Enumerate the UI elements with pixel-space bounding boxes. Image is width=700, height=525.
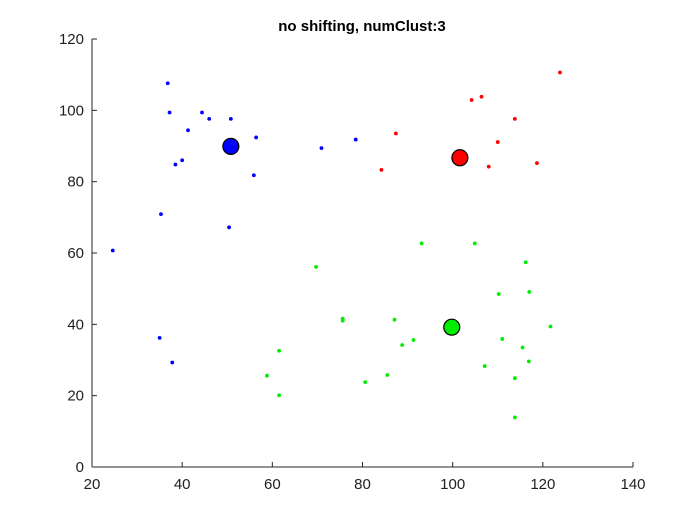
cluster-green-point [277, 393, 281, 398]
y-tick-label: 60 [67, 245, 84, 262]
cluster-blue-point [227, 225, 231, 230]
cluster-red-point [469, 98, 474, 102]
cluster-blue-point [228, 116, 233, 121]
centroid-green [443, 318, 461, 336]
x-tick-label: 140 [620, 476, 645, 493]
centroid-blue [222, 137, 240, 155]
y-tick-label: 0 [76, 459, 84, 476]
cluster-green-point [419, 241, 424, 246]
y-tick-label: 100 [59, 102, 84, 119]
cluster-green-point [340, 318, 345, 323]
cluster-red-point [512, 116, 517, 121]
cluster-blue-point [170, 360, 175, 365]
cluster-green-point [482, 364, 487, 368]
y-tick-label: 20 [67, 388, 84, 405]
cluster-blue-point [173, 162, 178, 167]
cluster-blue-point [254, 135, 259, 140]
cluster-green-point [314, 265, 318, 269]
cluster-blue-point [319, 146, 324, 151]
cluster-blue-point [200, 110, 204, 115]
cluster-green-point [512, 415, 517, 420]
chart-title: no shifting, numClust:3 [278, 18, 445, 35]
cluster-green-point [400, 343, 405, 347]
cluster-blue-point [165, 81, 170, 86]
y-tick-label: 80 [67, 174, 84, 191]
y-tick-label: 120 [59, 31, 84, 48]
cluster-blue-point [167, 110, 172, 115]
cluster-blue-point [159, 212, 163, 217]
cluster-green-point [385, 373, 390, 377]
x-tick-label: 20 [84, 476, 101, 493]
cluster-red-point [486, 164, 491, 169]
y-tick-label: 40 [67, 316, 84, 333]
cluster-green-point [523, 260, 528, 265]
cluster-green-point [277, 348, 281, 353]
cluster-red-point [379, 167, 384, 172]
x-tick-label: 100 [440, 476, 465, 493]
cluster-green-point [496, 292, 501, 296]
cluster-red-point [479, 94, 484, 99]
cluster-blue-point [251, 173, 256, 178]
cluster-green-point [512, 376, 517, 381]
cluster-green-point [265, 373, 269, 378]
cluster-green-point [520, 345, 525, 350]
centroid-red [451, 149, 469, 167]
cluster-green-point [392, 317, 397, 322]
cluster-blue-point [353, 137, 358, 142]
x-tick-label: 40 [174, 476, 191, 493]
cluster-green-point [472, 241, 477, 246]
cluster-green-point [363, 380, 368, 385]
cluster-blue-point [180, 158, 185, 163]
cluster-green-point [526, 359, 531, 364]
x-tick-label: 60 [264, 476, 281, 493]
cluster-red-point [393, 131, 398, 136]
x-tick-label: 80 [354, 476, 371, 493]
cluster-blue-point [207, 116, 212, 121]
cluster-green-point [527, 289, 532, 294]
cluster-blue-point [186, 128, 190, 133]
cluster-green-point [500, 337, 505, 341]
cluster-red-point [558, 70, 562, 75]
cluster-blue-point [157, 335, 162, 340]
cluster-green-point [548, 324, 553, 329]
cluster-green-point [411, 338, 416, 342]
cluster-red-point [535, 161, 539, 166]
x-tick-label: 120 [530, 476, 555, 493]
cluster-blue-point [110, 248, 115, 253]
cluster-red-point [495, 140, 500, 144]
